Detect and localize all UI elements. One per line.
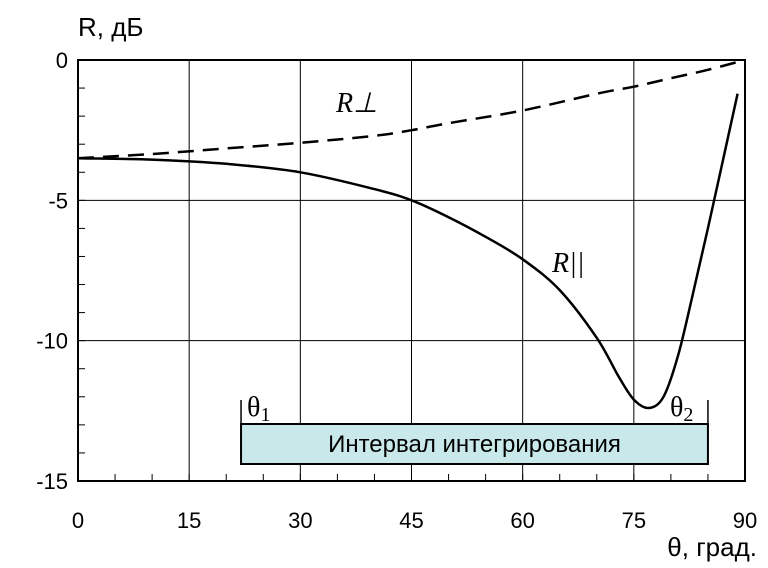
- theta1-label: θ1: [247, 392, 270, 426]
- x-axis-label: θ, град.: [667, 532, 757, 562]
- interval-label: Интервал интегрирования: [328, 431, 621, 458]
- x-tick-label: 15: [177, 508, 201, 533]
- series-group: [77, 58, 746, 410]
- x-tick-label: 60: [510, 508, 534, 533]
- x-tick-label: 45: [399, 508, 423, 533]
- x-tick-label: 0: [72, 508, 84, 533]
- plot-frame: [77, 59, 746, 482]
- theta2-label: θ2: [670, 392, 693, 426]
- series-label-r-perp: R⊥: [335, 88, 378, 119]
- x-tick-label: 75: [622, 508, 646, 533]
- series-line-r-par: [77, 93, 739, 410]
- series-label-r-par: R||: [551, 248, 585, 279]
- interval-box: [240, 423, 709, 465]
- x-tick-label: 90: [733, 508, 757, 533]
- y-tick-label: -5: [48, 188, 68, 213]
- y-tick-label: 0: [56, 48, 68, 73]
- x-tick-label: 30: [288, 508, 312, 533]
- grid: [77, 59, 746, 482]
- tick-labels: 0 15 30 45 60 75 90 0 -5 -10 -15: [36, 48, 757, 533]
- y-tick-label: -10: [36, 329, 68, 354]
- y-axis-label: R, дБ: [78, 12, 143, 42]
- integration-interval: Интервал интегрирования θ1 θ2: [240, 392, 709, 465]
- y-tick-label: -15: [36, 469, 68, 494]
